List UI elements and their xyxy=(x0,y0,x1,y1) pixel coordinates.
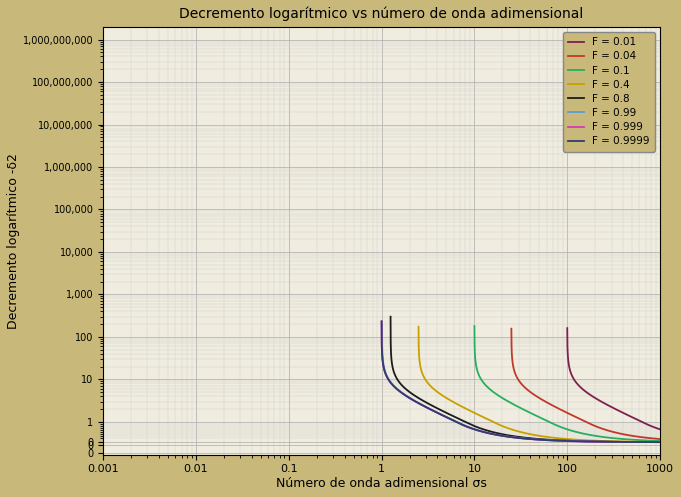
F = 0.1 xyxy=(541,417,550,423)
F = 0.4 xyxy=(579,437,587,443)
F = 0.1 xyxy=(504,399,512,405)
Title: Decremento logarítmico vs número de onda adimensional: Decremento logarítmico vs número de onda… xyxy=(179,7,584,21)
Line: F = 0.1: F = 0.1 xyxy=(475,326,660,441)
F = 0.04 xyxy=(614,430,622,436)
F = 0.9999 xyxy=(656,439,664,445)
F = 0.8 xyxy=(479,426,488,432)
Line: F = 0.4: F = 0.4 xyxy=(419,327,660,442)
F = 0.99 xyxy=(656,439,664,445)
F = 0.01 xyxy=(563,325,571,331)
F = 0.8 xyxy=(648,439,656,445)
F = 0.999 xyxy=(377,319,385,325)
F = 0.999 xyxy=(656,439,664,445)
F = 0.8 xyxy=(556,437,565,443)
F = 0.999 xyxy=(631,439,639,445)
F = 0.01 xyxy=(646,422,654,428)
F = 0.4 xyxy=(440,393,448,399)
F = 0.1 xyxy=(656,438,664,444)
Line: F = 0.8: F = 0.8 xyxy=(391,317,660,442)
F = 0.4 xyxy=(556,435,564,441)
F = 0.99 xyxy=(616,439,624,445)
F = 0.04 xyxy=(648,435,656,441)
F = 0.4 xyxy=(489,419,497,425)
F = 0.8 xyxy=(415,396,424,402)
F = 0.4 xyxy=(415,324,423,330)
F = 0.01 xyxy=(565,364,573,370)
F = 0.1 xyxy=(582,431,590,437)
F = 0.99 xyxy=(454,419,462,425)
Line: F = 0.999: F = 0.999 xyxy=(381,322,660,442)
F = 0.04 xyxy=(543,400,551,406)
F = 0.8 xyxy=(637,439,645,445)
F = 0.99 xyxy=(466,425,475,431)
F = 0.4 xyxy=(476,413,484,419)
F = 0.1 xyxy=(471,323,479,329)
F = 0.4 xyxy=(656,439,664,445)
F = 0.9999 xyxy=(557,438,565,444)
F = 0.9999 xyxy=(655,439,663,445)
F = 0.999 xyxy=(540,437,548,443)
Line: F = 0.9999: F = 0.9999 xyxy=(381,321,660,442)
F = 0.8 xyxy=(387,314,395,320)
F = 0.8 xyxy=(395,379,403,385)
F = 0.1 xyxy=(591,433,599,439)
Line: F = 0.99: F = 0.99 xyxy=(382,325,660,442)
X-axis label: Número de onda adimensional σs: Número de onda adimensional σs xyxy=(276,477,487,490)
F = 0.04 xyxy=(597,425,605,431)
F = 0.4 xyxy=(655,439,663,445)
F = 0.04 xyxy=(507,326,516,331)
F = 0.9999 xyxy=(437,412,445,417)
F = 0.999 xyxy=(621,439,629,445)
F = 0.01 xyxy=(639,419,647,425)
F = 0.999 xyxy=(515,435,523,441)
F = 0.01 xyxy=(656,426,664,432)
F = 0.1 xyxy=(609,435,617,441)
F = 0.9999 xyxy=(377,318,385,324)
F = 0.99 xyxy=(378,322,386,328)
F = 0.99 xyxy=(490,431,498,437)
F = 0.99 xyxy=(501,433,509,439)
F = 0.04 xyxy=(621,431,629,437)
F = 0.9999 xyxy=(481,429,490,435)
F = 0.01 xyxy=(643,421,651,427)
F = 0.8 xyxy=(656,439,664,445)
F = 0.01 xyxy=(599,400,607,406)
F = 0.999 xyxy=(604,439,612,445)
F = 0.999 xyxy=(578,438,586,444)
F = 0.04 xyxy=(612,430,620,436)
F = 0.9999 xyxy=(597,439,605,445)
F = 0.01 xyxy=(615,408,623,414)
Line: F = 0.04: F = 0.04 xyxy=(511,329,660,439)
F = 0.04 xyxy=(656,436,664,442)
F = 0.9999 xyxy=(434,410,442,416)
F = 0.99 xyxy=(552,437,560,443)
Y-axis label: Decremento logarítmico -δ2: Decremento logarítmico -δ2 xyxy=(7,153,20,329)
Legend: F = 0.01, F = 0.04, F = 0.1, F = 0.4, F = 0.8, F = 0.99, F = 0.999, F = 0.9999: F = 0.01, F = 0.04, F = 0.1, F = 0.4, F … xyxy=(563,32,655,152)
Line: F = 0.01: F = 0.01 xyxy=(567,328,660,429)
F = 0.1 xyxy=(623,436,631,442)
